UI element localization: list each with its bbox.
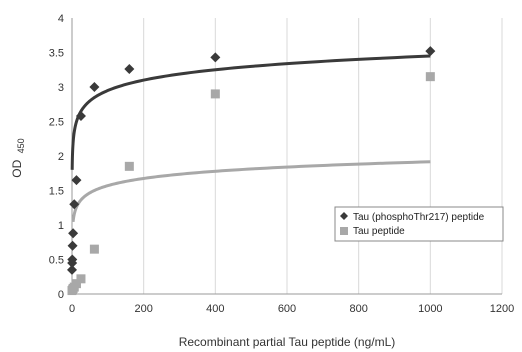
x-tick-label: 200 — [134, 303, 152, 315]
x-tick-label: 1000 — [418, 303, 442, 315]
legend: Tau (phosphoThr217) peptide Tau peptide — [334, 206, 504, 242]
y-tick-labels: 0 0.5 1 1.5 2 2.5 3 3.5 4 — [49, 13, 64, 301]
y-tick-label: 3.5 — [49, 48, 64, 60]
legend-marker-square — [340, 227, 348, 235]
y-tick-label: 0.5 — [49, 255, 64, 267]
data-point-square — [76, 274, 86, 284]
data-point-square — [210, 89, 220, 99]
legend-box — [334, 206, 504, 242]
data-point-diamond — [67, 264, 77, 275]
data-point-diamond — [124, 64, 135, 75]
data-point-diamond — [67, 240, 78, 251]
x-tick-label: 1200 — [490, 303, 514, 315]
data-point-diamond — [68, 228, 79, 239]
x-tick-labels: 0 200 400 600 800 1000 1200 — [69, 303, 514, 315]
x-tick-label: 600 — [278, 303, 296, 315]
y-tick-label: 1.5 — [49, 186, 64, 198]
y-tick-label: 1 — [58, 220, 64, 232]
svg-text:OD 450: OD 450 — [10, 138, 26, 177]
x-tick-label: 400 — [206, 303, 224, 315]
legend-marker-diamond — [340, 212, 348, 220]
fit-curve-series-1 — [70, 54, 431, 170]
fit-curve-series-2 — [71, 160, 431, 223]
data-point-diamond — [210, 52, 221, 63]
y-axis-title: OD 450 — [10, 138, 26, 177]
y-axis-title-sub: 450 — [16, 138, 26, 153]
data-point-square — [89, 244, 99, 254]
data-point-diamond — [89, 82, 100, 92]
legend-label-series-2: Tau peptide — [353, 226, 405, 237]
gridlines — [143, 18, 503, 294]
x-tick-label: 0 — [69, 303, 75, 315]
data-point-diamond — [425, 46, 436, 57]
data-point-diamond — [71, 175, 82, 186]
data-points — [67, 46, 436, 296]
y-tick-label: 2 — [58, 151, 64, 163]
y-tick-label: 0 — [58, 289, 64, 301]
data-point-diamond — [75, 110, 86, 121]
y-axis-title-main: OD — [10, 159, 24, 177]
legend-label-series-1: Tau (phosphoThr217) peptide — [353, 212, 485, 223]
y-tick-label: 2.5 — [49, 117, 64, 129]
y-tick-label: 4 — [58, 13, 64, 25]
data-point-square — [425, 72, 435, 82]
data-point-square — [124, 161, 134, 171]
data-point-diamond — [67, 254, 78, 265]
y-tick-label: 3 — [58, 82, 64, 94]
data-point-square — [71, 279, 81, 289]
data-point-diamond — [69, 199, 80, 210]
fit-curves — [70, 54, 431, 223]
x-tick-label: 800 — [349, 303, 367, 315]
x-axis-title: Recombinant partial Tau peptide (ng/mL) — [179, 335, 396, 349]
